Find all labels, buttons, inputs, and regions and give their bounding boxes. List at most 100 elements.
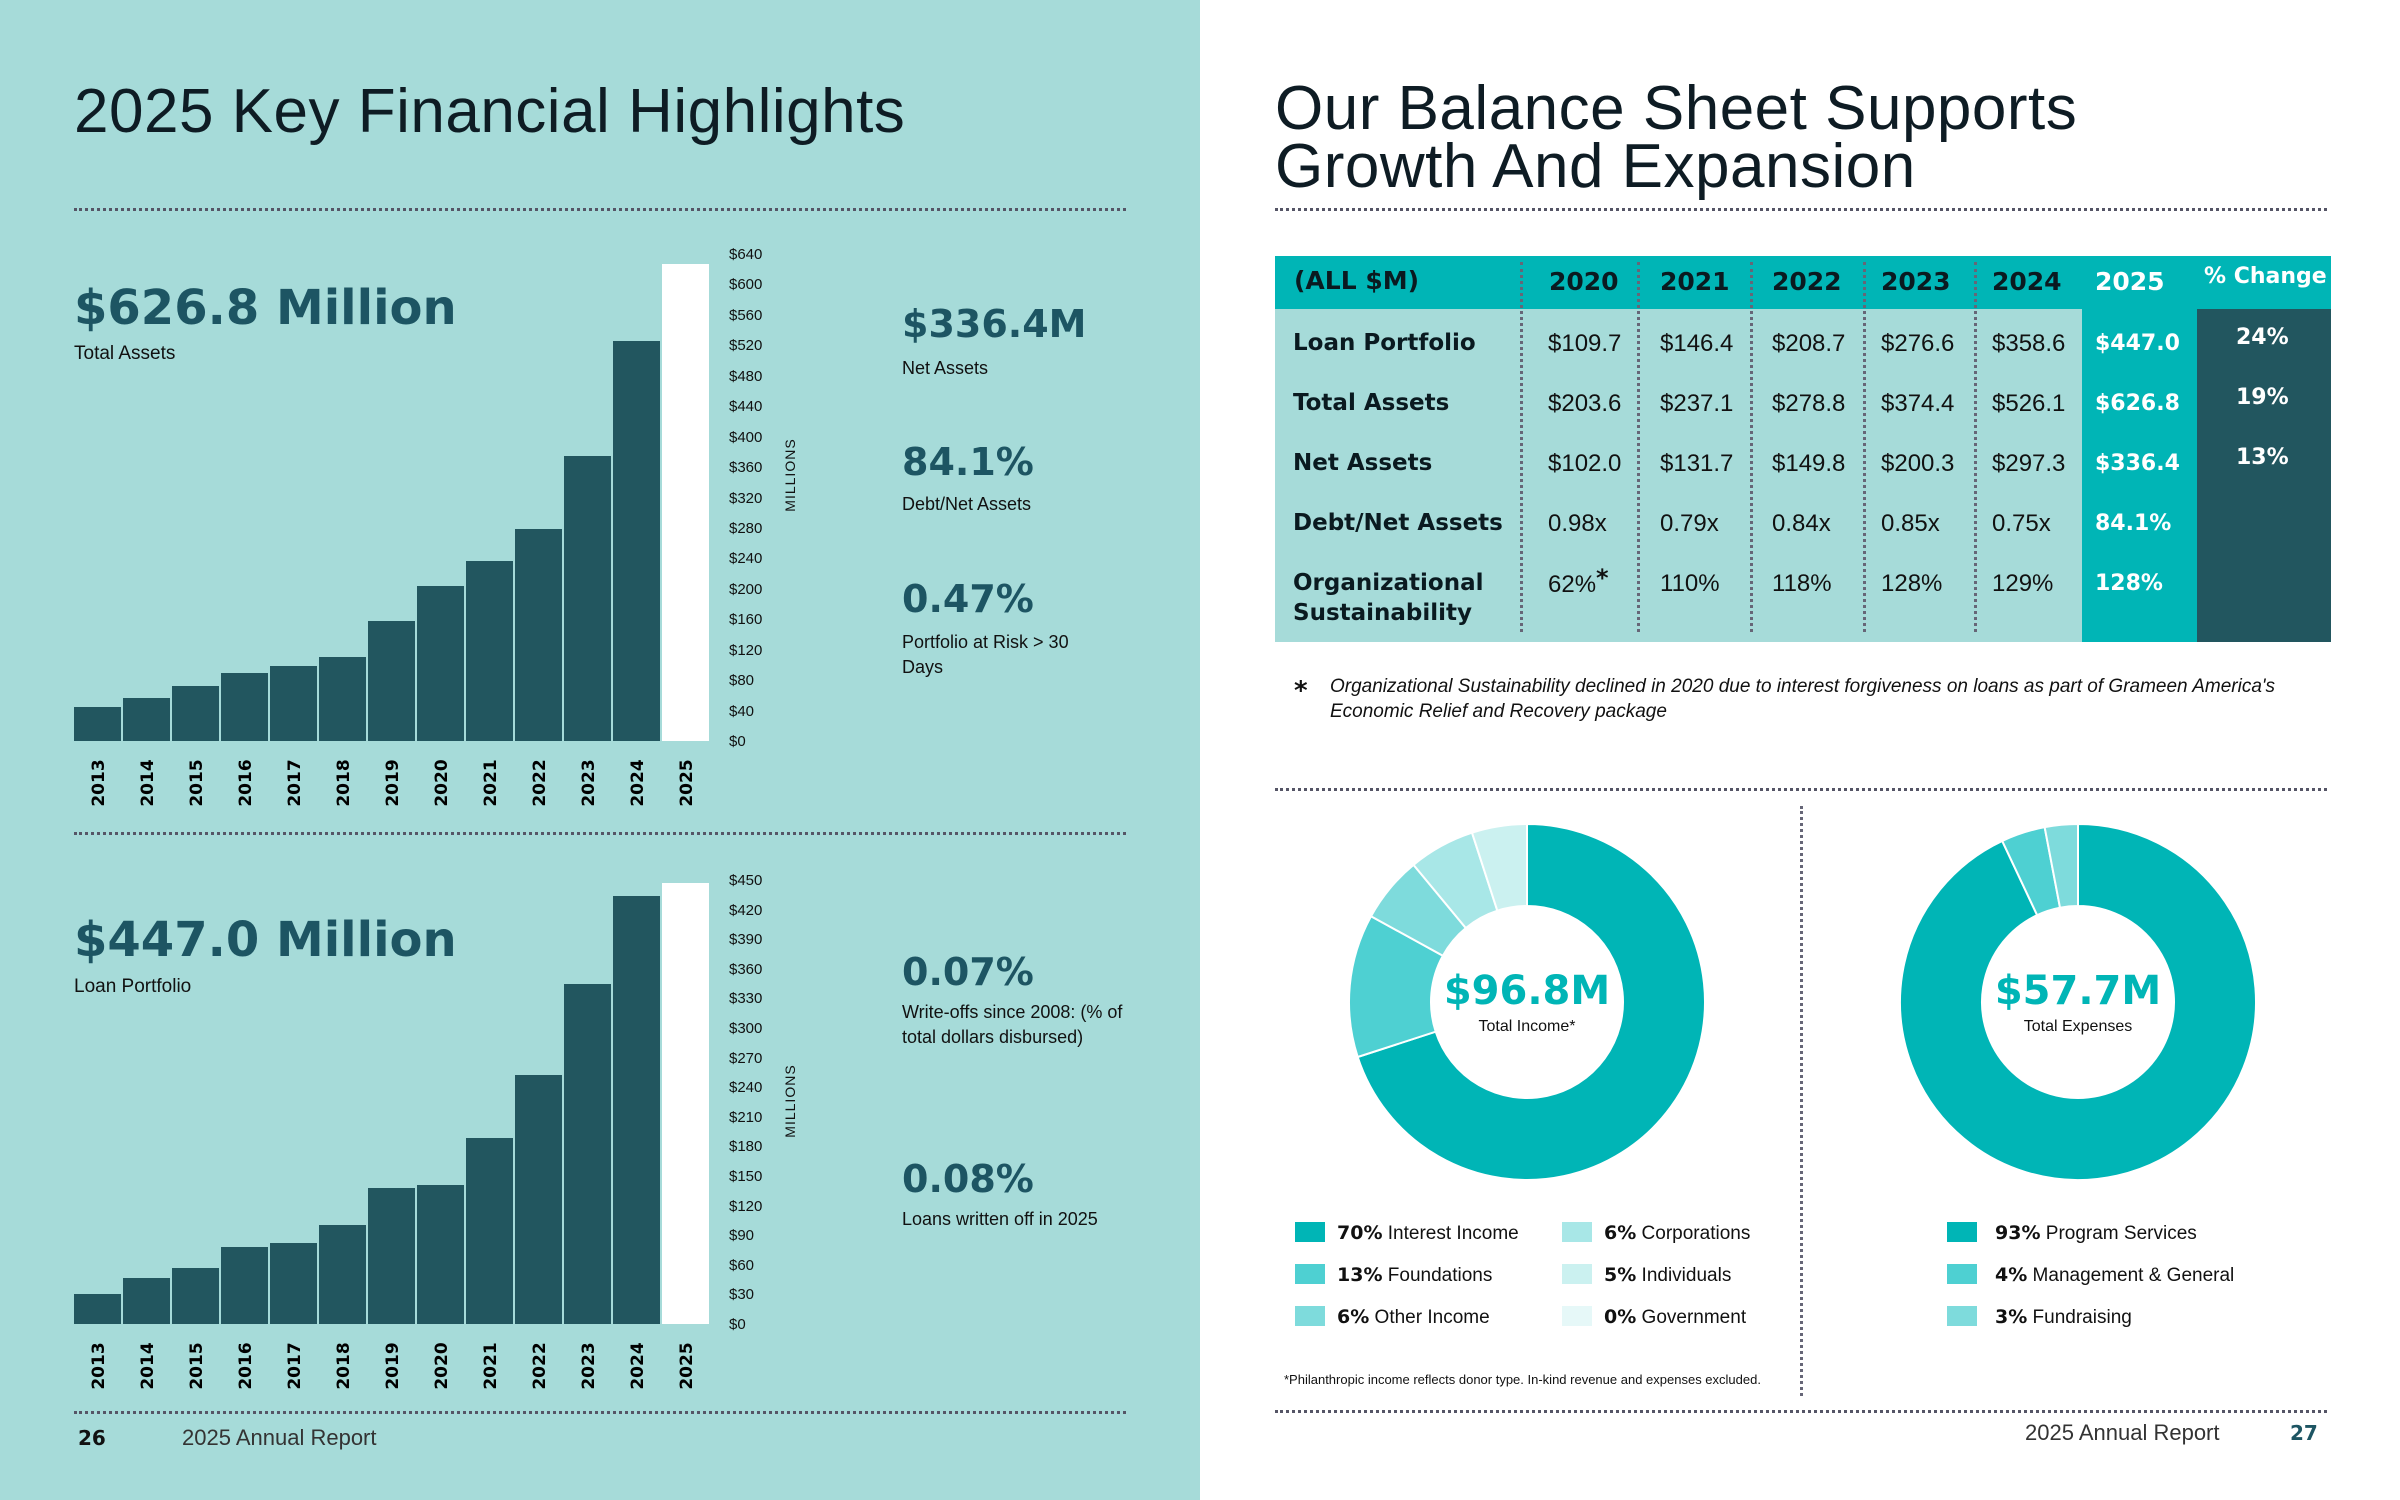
divider [74,208,1126,211]
total-income-label: Total Income* [1478,1018,1576,1035]
y-tick-label: $60 [729,1256,755,1274]
column-divider [1750,262,1753,632]
right-page-title-line1: Our Balance Sheet Supports [1275,74,2078,143]
bar-2015 [172,686,219,741]
bar-2018 [319,1225,366,1324]
column-divider [1974,262,1977,632]
y-tick-label: $0 [729,1316,746,1333]
legend-swatch [1947,1222,1977,1242]
axis-label-millions: MILLIONS [782,438,798,512]
table-footnote: Organizational Sustainability declined i… [1330,676,2276,722]
table-header-2022: 2022 [1772,267,1842,296]
y-tick-label: $30 [729,1286,755,1304]
total-income-donut [1348,822,1706,1181]
stat-write-offs-label: Write-offs since 2008: (% of total dolla… [902,1002,1123,1047]
stat-debt-net-assets-label: Debt/Net Assets [902,494,1032,514]
stat-net-assets-value: $336.4M [902,302,1087,346]
bar-2024 [613,340,660,741]
y-tick-label: $120 [729,1197,763,1215]
table-cell: 118% [1772,570,1832,597]
x-tick-label: 2017 [284,759,305,807]
table-header-2021: 2021 [1660,267,1730,296]
table-cell-change: 13% [2236,445,2289,470]
bar-2024 [613,895,660,1324]
table-header-unit: (ALL $M) [1294,266,1420,295]
bar-2020 [417,1184,464,1324]
x-tick-label: 2020 [431,759,452,807]
legend-item: 70% Interest Income [1337,1222,1519,1244]
y-tick-label: $420 [729,901,763,919]
x-tick-label: 2018 [333,1342,354,1390]
stat-debt-net-assets-value: 84.1% [902,440,1034,484]
table-cell-change: 24% [2236,325,2289,350]
table-cell: $526.1 [1992,390,2066,417]
income-slice [1356,822,1706,1181]
table-header-2025: 2025 [2095,267,2165,296]
y-tick-label: $360 [729,459,763,477]
x-tick-label: 2014 [137,1342,158,1390]
bar-2023 [564,456,611,741]
divider [1275,1410,2327,1413]
column-2025-bg [2082,256,2197,642]
y-tick-label: $480 [729,367,763,385]
y-tick-label: $560 [729,306,763,324]
y-tick-label: $320 [729,489,763,507]
x-tick-label: 2016 [235,759,256,807]
table-header-change: % Change [2204,264,2327,289]
bar-2021 [466,560,513,741]
expense-slice [2043,822,2079,909]
stat-net-assets-label: Net Assets [902,358,989,378]
total-expenses-value: $57.7M [1994,968,2162,1014]
table-cell: $276.6 [1881,330,1955,357]
table-cell: $131.7 [1660,450,1734,477]
y-tick-label: $400 [729,428,763,446]
y-tick-label: $180 [729,1138,763,1156]
y-tick-label: $150 [729,1168,763,1185]
divider [74,1411,1126,1414]
table-cell: $203.6 [1548,390,1622,417]
page-number: 27 [2290,1421,2318,1445]
x-tick-label: 2021 [480,759,501,807]
x-tick-label: 2025 [676,1342,697,1390]
table-cell: $237.1 [1660,390,1734,417]
bar-2019 [368,1187,415,1324]
y-tick-label: $520 [729,337,763,355]
bar-2013 [74,1294,121,1324]
row-label-loan-portfolio: Loan Portfolio [1293,330,1476,356]
table-cell-2025: 128% [2095,571,2163,596]
x-tick-label: 2024 [627,1342,648,1390]
bar-2019 [368,620,415,741]
table-cell: 0.79x [1660,510,1719,537]
bar-2025 [662,264,709,741]
legend-item: 0% Government [1604,1306,1747,1328]
y-tick-label: $360 [729,960,763,978]
x-tick-label: 2014 [137,759,158,807]
stat-portfolio-at-risk-value: 0.47% [902,577,1034,621]
total-income-value: $96.8M [1443,968,1611,1014]
divider [1275,208,2327,211]
table-cell: $109.7 [1548,330,1622,357]
table-cell-2025: $626.8 [2095,391,2180,416]
x-tick-label: 2018 [333,759,354,807]
x-tick-label: 2021 [480,1342,501,1390]
bar-2020 [417,586,464,741]
bar-2017 [270,1243,317,1324]
x-tick-label: 2022 [529,1342,550,1390]
income-note: *Philanthropic income reflects donor typ… [1284,1372,1761,1387]
bar-2013 [74,706,121,741]
stat-loans-written-off-label: Loans written off in 2025 [902,1209,1098,1229]
x-tick-label: 2015 [186,1342,207,1390]
right-page: Our Balance Sheet Supports Growth And Ex… [1200,0,2400,1500]
legend-item: 4% Management & General [1995,1264,2235,1286]
page-number: 26 [78,1426,106,1450]
stat-loans-written-off-value: 0.08% [902,1157,1034,1201]
legend-item: 3% Fundraising [1995,1306,2132,1328]
table-cell: $208.7 [1772,330,1846,357]
table-cell-2025: $336.4 [2095,451,2180,476]
table-cell-change: 19% [2236,385,2289,410]
x-tick-label: 2022 [529,759,550,807]
x-tick-label: 2023 [578,759,599,807]
x-tick-label: 2025 [676,759,697,807]
bar-2023 [564,983,611,1324]
legend-swatch [1947,1306,1977,1326]
